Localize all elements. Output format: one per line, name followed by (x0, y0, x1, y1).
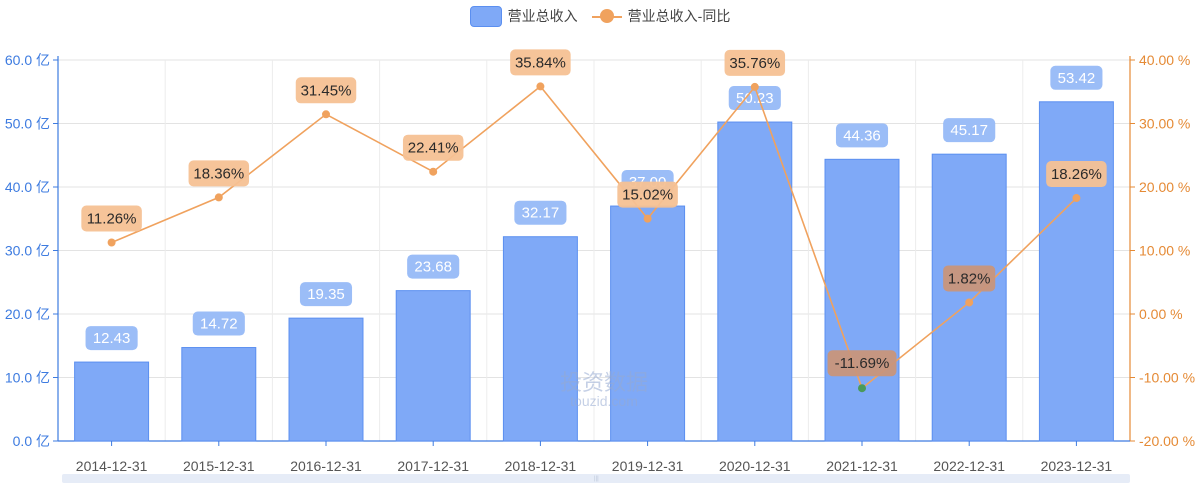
revenue-label-bg (1050, 65, 1103, 90)
yoy-point (643, 214, 652, 223)
left-tick-label: 50.0 亿 (5, 116, 50, 132)
revenue-data-label: 19.35 (307, 286, 345, 303)
yoy-point (965, 298, 974, 307)
revenue-label-bg (85, 326, 138, 351)
revenue-bar (502, 236, 578, 442)
x-tick-label: 2017-12-31 (397, 458, 469, 474)
yoy-label-bg (510, 49, 571, 76)
yoy-label-bg (402, 134, 464, 161)
yoy-data-label: 18.36% (193, 165, 244, 182)
yoy-point (1072, 194, 1081, 203)
revenue-label-bg (299, 282, 353, 307)
yoy-label-bg (943, 265, 996, 292)
legend-item-yoy[interactable]: 营业总收入-同比 (591, 6, 731, 26)
yoy-label-bg (724, 49, 786, 76)
revenue-label-bg (514, 200, 567, 225)
line-swatch-icon (591, 7, 622, 26)
x-tick-label: 2020-12-31 (719, 458, 791, 474)
yoy-data-label: 35.84% (515, 54, 566, 71)
left-tick-label: 40.0 亿 (5, 179, 50, 195)
legend-item-revenue[interactable]: 营业总收入 (469, 5, 578, 27)
yoy-data-label: -11.69% (835, 355, 890, 372)
watermark: 投资数据 touzid.com (560, 370, 649, 409)
revenue-bar (74, 361, 150, 442)
revenue-label-bg (192, 311, 245, 336)
revenue-bar (288, 317, 364, 442)
revenue-data-label: 50.23 (736, 90, 774, 107)
yoy-data-label: 11.26% (87, 210, 137, 227)
yoy-label-bg (81, 205, 142, 232)
legend-yoy-label: 营业总收入-同比 (627, 8, 731, 24)
right-tick-label: -20.00 % (1139, 433, 1195, 449)
yoy-label-bg (1046, 161, 1107, 188)
yoy-label-bg (188, 160, 250, 187)
x-tick-label: 2016-12-31 (290, 458, 362, 474)
left-tick-label: 0.0 亿 (13, 433, 50, 449)
yoy-data-label: 1.82% (948, 270, 991, 287)
revenue-data-label: 44.36 (843, 127, 881, 144)
revenue-data-label: 32.17 (522, 205, 560, 222)
revenue-data-label: 53.42 (1058, 70, 1096, 87)
x-tick-label: 2018-12-31 (505, 458, 577, 474)
x-tick-label: 2015-12-31 (183, 458, 255, 474)
x-tick-label: 2023-12-31 (1041, 458, 1113, 474)
yoy-point (858, 384, 866, 393)
watermark-main: 投资数据 (560, 370, 649, 395)
yoy-label-bg (827, 350, 897, 377)
left-tick-label: 30.0 亿 (5, 243, 50, 259)
revenue-label-bg (835, 123, 889, 148)
revenue-data-label: 14.72 (200, 316, 238, 333)
yoy-line (111, 85, 1077, 390)
yoy-data-label: 31.45% (301, 82, 352, 99)
yoy-label-bg (617, 181, 678, 208)
zoom-scrollbar[interactable] (62, 474, 1130, 483)
revenue-bar (1038, 101, 1114, 442)
right-tick-label: -10.00 % (1139, 370, 1195, 386)
revenue-bar (181, 347, 257, 442)
left-tick-label: 20.0 亿 (5, 306, 50, 322)
left-tick-label: 60.0 亿 (5, 52, 50, 68)
right-tick-label: 20.00 % (1139, 179, 1190, 195)
revenue-label-bg (407, 254, 460, 279)
revenue-bar (610, 205, 686, 442)
bar-swatch-icon (469, 5, 502, 27)
x-tick-label: 2022-12-31 (933, 458, 1005, 474)
scroll-grip-icon[interactable]: ||| (594, 476, 599, 482)
revenue-data-label: 12.43 (93, 330, 131, 347)
revenue-data-label: 45.17 (950, 122, 988, 139)
x-tick-label: 2014-12-31 (76, 458, 148, 474)
yoy-label-bg (295, 77, 357, 104)
revenue-bar (717, 121, 793, 442)
watermark-sub: touzid.com (570, 393, 638, 409)
right-tick-label: 30.00 % (1139, 116, 1190, 132)
right-tick-label: 40.00 % (1139, 52, 1190, 68)
left-tick-label: 10.0 亿 (5, 370, 50, 386)
yoy-point (214, 193, 223, 202)
right-tick-label: 0.00 % (1139, 306, 1183, 322)
yoy-point (536, 82, 545, 91)
legend: 营业总收入 营业总收入-同比 (0, 4, 1200, 28)
revenue-data-label: 23.68 (414, 259, 452, 276)
yoy-point (322, 110, 330, 119)
right-tick-label: 10.00 % (1139, 243, 1190, 259)
x-tick-label: 2019-12-31 (612, 458, 684, 474)
x-tick-label: 2021-12-31 (826, 458, 898, 474)
yoy-point (750, 82, 759, 91)
revenue-bar (824, 158, 900, 442)
revenue-bar (395, 290, 471, 442)
revenue-label-bg (943, 118, 996, 143)
revenue-bar (931, 153, 1007, 442)
yoy-point (429, 167, 438, 176)
yoy-data-label: 15.02% (622, 187, 673, 204)
yoy-data-label: 35.76% (729, 55, 780, 72)
yoy-data-label: 22.41% (408, 140, 459, 157)
yoy-point (107, 238, 116, 247)
yoy-data-label: 18.26% (1051, 166, 1102, 183)
legend-revenue-label: 营业总收入 (507, 8, 578, 24)
